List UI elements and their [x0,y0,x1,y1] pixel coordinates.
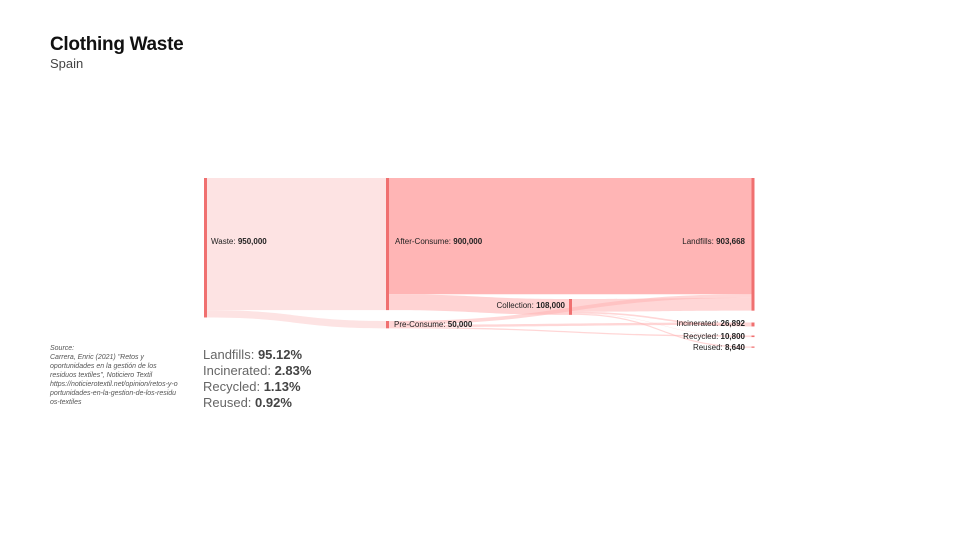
label-pre: Pre-Consume: 50,000 [394,320,473,329]
source-note: Source: Carrera, Enric (2021) "Retos y o… [50,344,178,407]
node-bar-recycled [751,335,755,338]
link-waste-pre [207,310,386,329]
link-collection-incinerated [572,311,752,327]
node-bar-landfills [751,178,755,311]
summary-recycled: Recycled: 1.13% [203,379,301,394]
sankey-nodes [204,178,755,348]
source-url: https://noticierotextil.net/opinion/reto… [50,381,178,406]
source-text: Carrera, Enric (2021) "Retos y oportunid… [50,354,157,379]
link-pre-recycled [389,327,752,337]
link-collection-reused [572,313,752,348]
label-incinerated: Incinerated: 26,892 [677,319,746,328]
sankey-links [207,178,752,348]
label-after: After-Consume: 900,000 [395,237,483,246]
label-reused: Reused: 8,640 [693,343,746,352]
summary-reused: Reused: 0.92% [203,395,292,410]
sankey-labels: Waste: 950,000 After-Consume: 900,000 Land… [211,237,746,352]
label-recycled: Recycled: 10,800 [683,332,745,341]
node-bar-pre [386,321,389,329]
label-waste: Waste: 950,000 [211,237,267,246]
link-pre-incinerated [389,322,752,328]
label-collection: Collection: 108,000 [497,301,566,310]
node-bar-reused [751,346,755,348]
chart-subtitle: Spain [50,56,84,71]
link-waste-after [207,178,386,311]
link-after-collection [389,294,569,315]
link-after-landfills [389,178,752,295]
link-collection-recycled [572,313,752,338]
summary-percentages: Landfills: 95.12% Incinerated: 2.83% Rec… [203,347,311,411]
link-collection-landfills [572,297,752,312]
node-bar-incinerated [751,322,755,327]
summary-landfills: Landfills: 95.12% [203,347,303,362]
chart-title: Clothing Waste [50,34,184,55]
node-bar-collection [569,299,572,315]
label-landfills: Landfills: 903,668 [682,237,745,246]
summary-incinerated: Incinerated: 2.83% [203,363,312,378]
node-bar-waste [204,178,207,318]
source-label: Source: [50,345,75,352]
node-bar-after [386,178,389,311]
